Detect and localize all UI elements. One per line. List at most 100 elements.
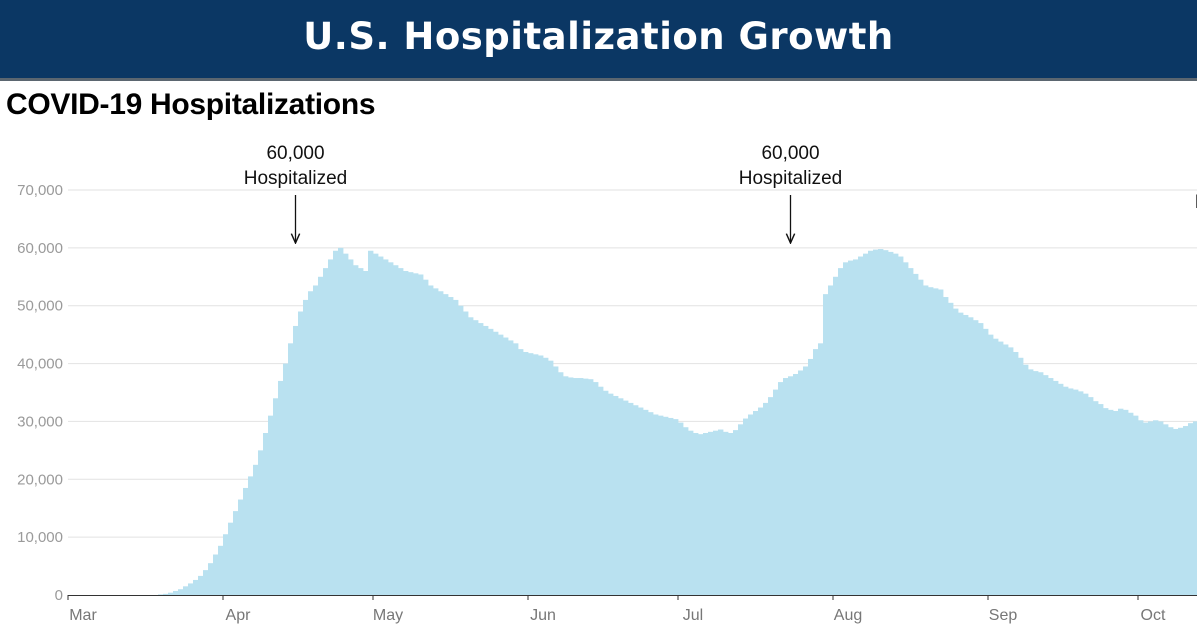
bar [538, 355, 544, 595]
bar [1083, 393, 1089, 595]
y-tick-label: 40,000 [17, 356, 63, 373]
bar [963, 314, 969, 595]
bar [838, 268, 844, 595]
bar [898, 256, 904, 595]
bar [813, 349, 819, 595]
bar [238, 499, 244, 595]
bar [358, 268, 364, 595]
bar [373, 253, 379, 595]
bar [183, 586, 189, 595]
bar [993, 338, 999, 595]
bar [1028, 369, 1034, 595]
x-tick-label: Sep [989, 607, 1018, 624]
bar [518, 349, 524, 595]
bar [648, 412, 654, 595]
bar [568, 377, 574, 595]
bar [1178, 427, 1184, 595]
bar [418, 274, 424, 595]
bar [713, 430, 719, 595]
bar [338, 247, 344, 595]
bar [623, 400, 629, 595]
bar [628, 402, 634, 595]
label-layer: 0 10,000 20,000 30,000 40,000 50,000 60,000 70,… [17, 182, 1166, 624]
bar [398, 268, 404, 595]
bar [548, 360, 554, 595]
bar [1103, 408, 1109, 595]
bar [208, 563, 214, 595]
bar [708, 431, 714, 595]
y-tick-label: 30,000 [17, 413, 63, 430]
bar [1138, 420, 1144, 595]
x-tick-label: Oct [1141, 607, 1166, 624]
bar [1133, 415, 1139, 595]
bar [303, 299, 309, 595]
bar [803, 366, 809, 595]
bar [1063, 386, 1069, 595]
bar [1093, 401, 1099, 595]
bar [698, 434, 704, 595]
bar [258, 450, 264, 595]
bar [673, 419, 679, 595]
bar [723, 431, 729, 595]
bar [593, 382, 599, 595]
bar [1078, 391, 1084, 595]
bar [633, 405, 639, 595]
bar [498, 334, 504, 595]
bar [663, 416, 669, 595]
bar [178, 589, 184, 595]
bar [608, 393, 614, 595]
bar [283, 363, 289, 595]
bar [773, 389, 779, 595]
bar [563, 376, 569, 595]
bar [463, 311, 469, 595]
bar [233, 511, 239, 595]
bar [578, 378, 584, 595]
bar [458, 305, 464, 595]
bar [1158, 421, 1164, 595]
bar [883, 250, 889, 595]
x-tick-label: May [373, 607, 403, 624]
bar [728, 433, 734, 595]
bar [1033, 371, 1039, 595]
bar [1108, 409, 1114, 595]
bar [473, 320, 479, 595]
bar [573, 378, 579, 595]
bar [833, 276, 839, 595]
bar [488, 328, 494, 595]
bar [1148, 421, 1154, 595]
bar [933, 288, 939, 595]
bar [453, 299, 459, 595]
bar [603, 390, 609, 595]
bar [948, 302, 954, 595]
bar [983, 328, 989, 595]
bar [938, 289, 944, 595]
bar [973, 320, 979, 595]
bar [173, 590, 179, 595]
bar [888, 251, 894, 595]
bar [758, 407, 764, 595]
y-tick-label: 60,000 [17, 240, 63, 257]
bar [988, 334, 994, 595]
bar [823, 294, 829, 595]
bar [863, 253, 869, 595]
bar [348, 259, 354, 595]
bar [343, 253, 349, 595]
bar [588, 379, 594, 595]
bar [788, 376, 794, 595]
y-tick-label: 10,000 [17, 529, 63, 546]
bar [378, 256, 384, 595]
bar [1173, 428, 1179, 595]
bar [423, 279, 429, 595]
bar [1123, 409, 1129, 595]
bar [928, 287, 934, 595]
bar [793, 373, 799, 595]
bar [298, 311, 304, 595]
bar [308, 291, 314, 595]
bar [523, 352, 529, 595]
bar [908, 268, 914, 595]
bar [743, 418, 749, 595]
bar [248, 476, 254, 595]
page-title: U.S. Hospitalization Growth [303, 14, 894, 58]
bar [1153, 420, 1159, 595]
bar [368, 250, 374, 595]
